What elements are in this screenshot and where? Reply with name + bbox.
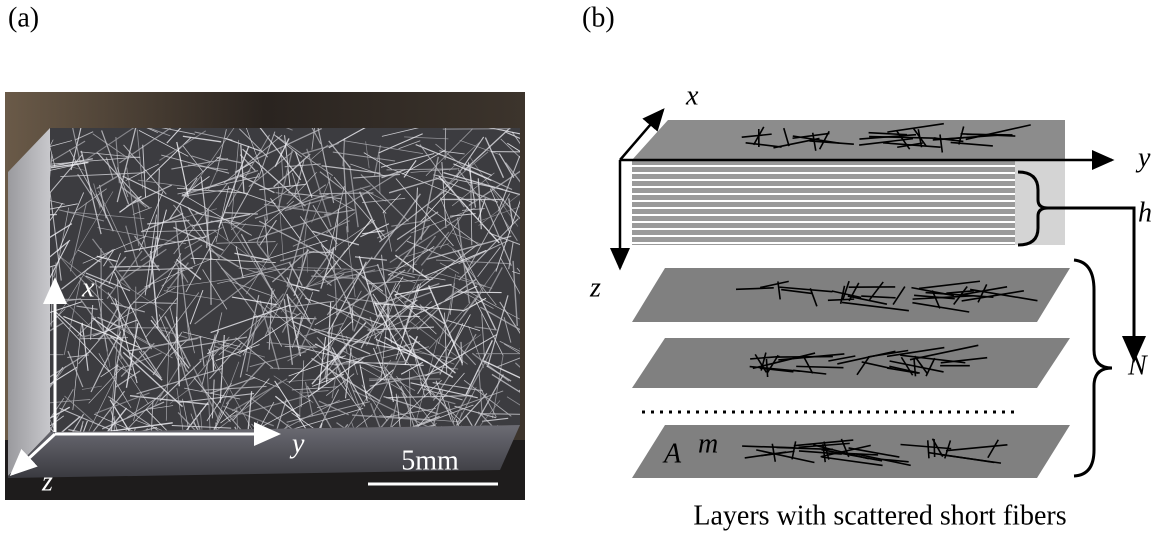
axis-label: y — [289, 428, 305, 459]
axis-label: z — [41, 466, 53, 497]
panel-label: (a) — [8, 2, 39, 33]
layer — [632, 338, 1070, 388]
stroke — [778, 357, 833, 358]
stroke — [528, 292, 546, 323]
stroke — [527, 154, 587, 185]
label-h: h — [1138, 197, 1152, 228]
stroke — [520, 185, 555, 186]
caption: Layers with scattered short fibers — [693, 500, 1066, 531]
axis-label: x — [685, 80, 699, 111]
stroke — [529, 320, 535, 349]
stroke — [519, 390, 593, 436]
figure: (a) (b) x y z 5mm x y z h — [0, 0, 1163, 535]
label-m: m — [698, 428, 718, 459]
page: {"panel_a": {"label": "(a)", "axis_x": "… — [0, 0, 1163, 535]
axis-label: x — [81, 272, 95, 303]
scale-label: 5mm — [401, 445, 459, 476]
stroke — [528, 293, 577, 314]
stroke — [527, 132, 566, 145]
stroke — [523, 232, 599, 235]
label-n: N — [1127, 350, 1148, 381]
axis-label: z — [589, 272, 601, 303]
axis-label: y — [1135, 142, 1151, 173]
stroke — [528, 185, 580, 203]
stroke — [520, 348, 587, 404]
photo: x y z 5mm — [0, 92, 599, 528]
diagram: x y z h N A m Layers with scattered shor… — [589, 80, 1152, 531]
stroke — [934, 439, 935, 457]
label-a: A — [662, 438, 682, 469]
brace — [1074, 260, 1112, 476]
stroke — [521, 227, 568, 253]
panel-label: (b) — [582, 2, 615, 33]
stroke — [527, 144, 538, 184]
stroke — [521, 185, 577, 244]
stroke — [967, 134, 1013, 135]
